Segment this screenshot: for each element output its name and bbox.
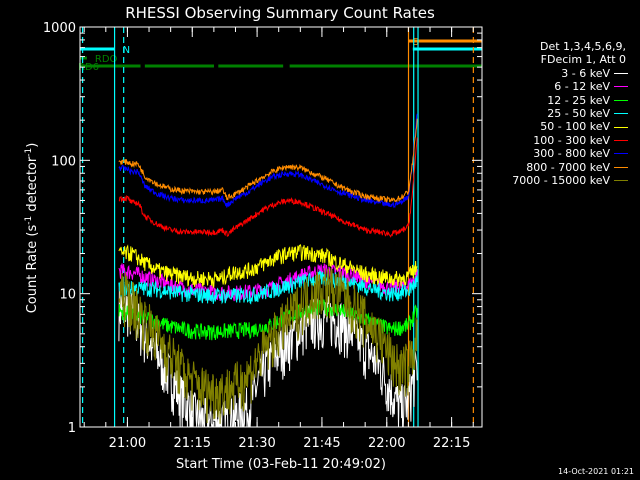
- plot-frame: [79, 26, 483, 428]
- x-tick-label: 21:30: [238, 436, 275, 451]
- x-axis: 21:00 21:15 21:30 21:45 22:00 22:15: [83, 27, 474, 451]
- legend-entry: 6 - 12 keV: [480, 80, 630, 93]
- legend-entry: 12 - 25 keV: [480, 94, 630, 107]
- legend-entry-label: 300 - 800 keV: [533, 147, 610, 161]
- legend-swatch: [614, 166, 628, 168]
- legend-header-line2: FDecim 1, Att 0: [540, 53, 626, 67]
- x-tick-label: 21:15: [174, 436, 211, 451]
- y-axis-label-close: ): [25, 143, 40, 148]
- series-lines: [118, 113, 418, 428]
- legend-entry: 7000 - 15000 keV: [480, 174, 630, 187]
- series-line: [118, 244, 418, 289]
- legend-entry: 800 - 7000 keV: [480, 161, 630, 174]
- legend-header-line1: Det 1,3,4,5,6,9,: [539, 40, 626, 53]
- series-line: [118, 269, 418, 305]
- series-line: [118, 113, 418, 208]
- series-line: [118, 118, 418, 203]
- legend-swatch: [614, 73, 628, 75]
- x-tick-label: 21:45: [303, 436, 340, 451]
- generated-timestamp: 14-Oct-2021 01:21: [558, 467, 634, 476]
- legend-entry-label: 6 - 12 keV: [554, 80, 610, 94]
- x-tick-label: 22:15: [433, 436, 470, 451]
- flag-label: RD6: [78, 62, 99, 73]
- series-line: [118, 267, 418, 424]
- legend-entry: 50 - 100 keV: [480, 120, 630, 133]
- legend-swatch: [614, 140, 628, 142]
- legend-entry: 3 - 6 keV: [480, 67, 630, 80]
- y-axis-label-part1: Count Rate (s: [25, 225, 40, 314]
- x-tick-label: 21:00: [109, 436, 146, 451]
- series-line: [118, 137, 418, 238]
- vertical-markers: [81, 27, 474, 427]
- legend: Det 1,3,4,5,6,9, FDecim 1, Att 0 3 - 6 k…: [480, 40, 630, 187]
- y-tick-label: 1000: [43, 21, 76, 36]
- x-tick-label: 22:00: [368, 436, 405, 451]
- legend-swatch: [614, 126, 628, 128]
- legend-entry-label: 100 - 300 keV: [533, 133, 610, 147]
- chart-title: RHESSI Observing Summary Count Rates: [125, 4, 435, 22]
- flag-label: RDO: [95, 54, 118, 65]
- y-axis-label: Count Rate (s-1 detector-1): [24, 143, 40, 314]
- series-line: [118, 299, 418, 341]
- legend-entry: 25 - 50 keV: [480, 107, 630, 120]
- y-axis-label-sup2: -1: [24, 148, 34, 157]
- legend-entry-label: 50 - 100 keV: [540, 120, 610, 134]
- legend-swatch: [614, 86, 628, 88]
- legend-swatch: [614, 99, 628, 101]
- y-axis-label-part2: detector: [25, 156, 40, 216]
- legend-entry-label: 3 - 6 keV: [561, 66, 610, 80]
- legend-entry: 300 - 800 keV: [480, 147, 630, 160]
- legend-swatch: [614, 153, 628, 155]
- legend-entry-label: 800 - 7000 keV: [526, 160, 610, 174]
- y-axis-label-sup1: -1: [24, 216, 34, 225]
- y-tick-label: 10: [59, 288, 76, 303]
- legend-entry-label: 12 - 25 keV: [547, 93, 610, 107]
- legend-entry-label: 25 - 50 keV: [547, 107, 610, 121]
- flag-label: N: [123, 45, 130, 56]
- legend-entry-label: 7000 - 15000 keV: [512, 174, 610, 188]
- legend-swatch: [614, 113, 628, 115]
- legend-entry: 100 - 300 keV: [480, 134, 630, 147]
- legend-swatch: [614, 180, 628, 182]
- y-tick-label: 100: [51, 154, 76, 169]
- y-tick-label: 1: [68, 421, 76, 436]
- legend-entries: 3 - 6 keV 6 - 12 keV 12 - 25 keV 25 - 50 ke…: [480, 67, 630, 188]
- flag-label: S: [413, 37, 419, 48]
- x-axis-label: Start Time (03-Feb-11 20:49:02): [176, 457, 386, 472]
- y-axis: 1 10 100 1000: [43, 21, 482, 436]
